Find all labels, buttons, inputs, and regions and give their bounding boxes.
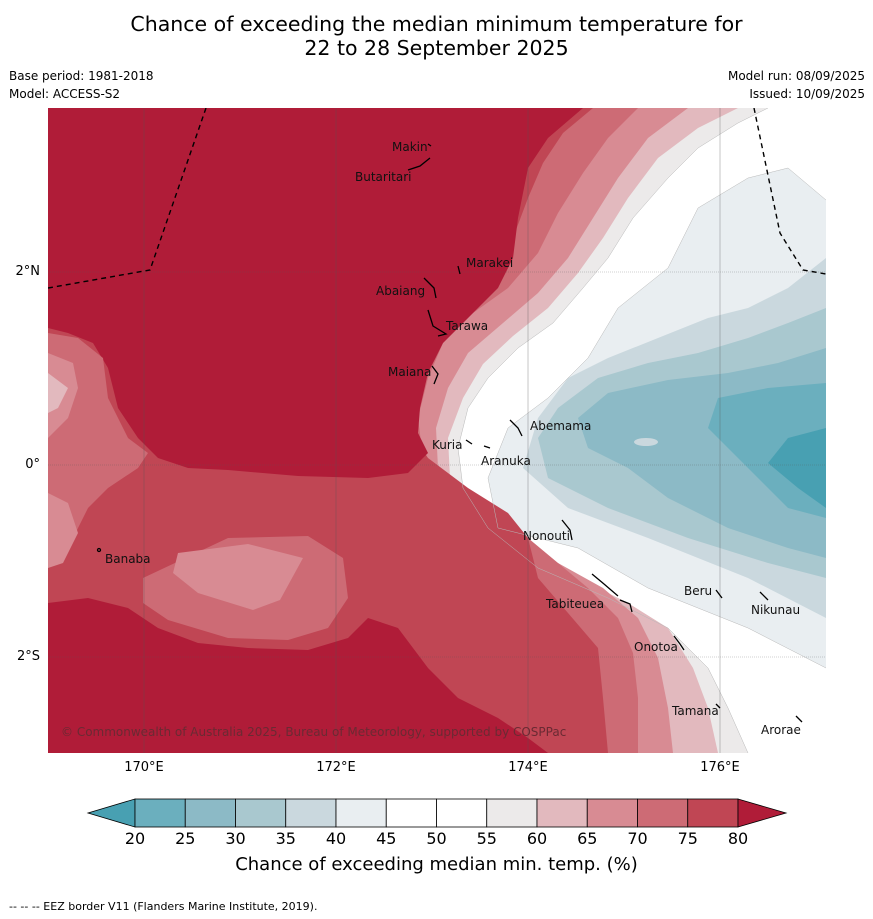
place-label: Tarawa [445,319,488,333]
place-label: Marakei [466,256,513,270]
colorbar-cell [687,798,739,828]
place-label: Tamana [671,704,719,718]
place-label: Onotoa [634,640,678,654]
colorbar-tick-label: 65 [577,829,598,848]
colorbar-tick-label: 55 [476,829,497,848]
model-name: Model: ACCESS-S2 [9,87,121,101]
place-labels: Makin Butaritari Marakei Abaiang Tarawa … [105,140,801,737]
colorbar-tick-label: 80 [727,829,749,848]
place-label: Beru [684,584,712,598]
forecast-map: Makin Butaritari Marakei Abaiang Tarawa … [48,108,826,753]
base-period: Base period: 1981-2018 [9,69,154,83]
place-label: Nonouti [523,529,570,543]
colorbar-tick-label: 75 [677,829,698,848]
colorbar-tick-label: 35 [275,829,296,848]
lat-label-2s: 2°S [16,649,40,664]
contour-85-south [48,598,548,753]
colorbar-label: Chance of exceeding median min. temp. (%… [235,854,638,875]
place-label: Nikunau [751,603,800,617]
contour-west-70b [48,493,78,568]
map-canvas: Makin Butaritari Marakei Abaiang Tarawa … [48,108,826,753]
contour-15 [768,428,826,508]
colorbar-cell [335,798,387,828]
issued-date: Issued: 10/09/2025 [749,87,865,101]
place-label: Makin [392,140,428,154]
model-run: Model run: 08/09/2025 [727,69,865,83]
colorbar-cell [436,798,488,828]
colorbar-tick-label: 70 [627,829,648,848]
colorbar-tick-label: 50 [426,829,447,848]
colorbar-cell [586,798,638,828]
colorbar-cell [134,798,186,828]
title-line-1: Chance of exceeding the median minimum t… [130,12,743,36]
place-label: Maiana [388,365,431,379]
contour-patch [634,438,658,446]
place-label: Butaritari [355,170,412,184]
colorbar-tick-label: 40 [325,829,347,848]
colorbar-cell [536,798,588,828]
map-title: Chance of exceeding the median minimum t… [0,12,873,60]
place-label: Banaba [105,552,151,566]
colorbar-extend-high [737,798,788,828]
colorbar-cell [285,798,337,828]
colorbar-cell [235,798,287,828]
title-line-2: 22 to 28 September 2025 [304,36,569,60]
colorbar-cells [86,798,788,828]
colorbar-tick-label: 60 [526,829,548,848]
islands [96,143,803,723]
lon-label-174e: 174°E [508,760,548,775]
colorbar-cell [637,798,689,828]
colorbar-cell [385,798,437,828]
place-label: Abaiang [376,284,425,298]
lon-label-172e: 172°E [316,760,356,775]
lon-label-170e: 170°E [124,760,164,775]
eez-footnote: -- -- -- EEZ border V11 (Flanders Marine… [9,900,318,913]
lat-label-0: 0° [25,457,40,472]
colorbar-extend-low [86,798,136,828]
colorbar-cell [184,798,236,828]
contour-85-north [48,108,583,478]
place-label: Tabiteuea [545,597,604,611]
place-label: Abemama [530,419,591,433]
colorbar-tick-label: 25 [175,829,196,848]
colorbar-tick-label: 45 [376,829,397,848]
colorbar-tick-label: 30 [225,829,246,848]
lat-label-2n: 2°N [15,264,41,279]
contour-south-65 [173,544,303,610]
contour-lines [457,108,826,753]
place-label: Kuria [432,438,463,452]
eez-border [48,108,826,289]
graticule [48,108,826,753]
lon-label-176e: 176°E [700,760,740,775]
place-label: Arorae [761,723,801,737]
contour-west-65 [48,373,68,413]
copyright-note: © Commonwealth of Australia 2025, Bureau… [61,725,566,739]
place-label: Aranuka [481,454,531,468]
colorbar-cell [486,798,538,828]
colorbar [86,798,788,828]
colorbar-tick-label: 20 [124,829,146,848]
